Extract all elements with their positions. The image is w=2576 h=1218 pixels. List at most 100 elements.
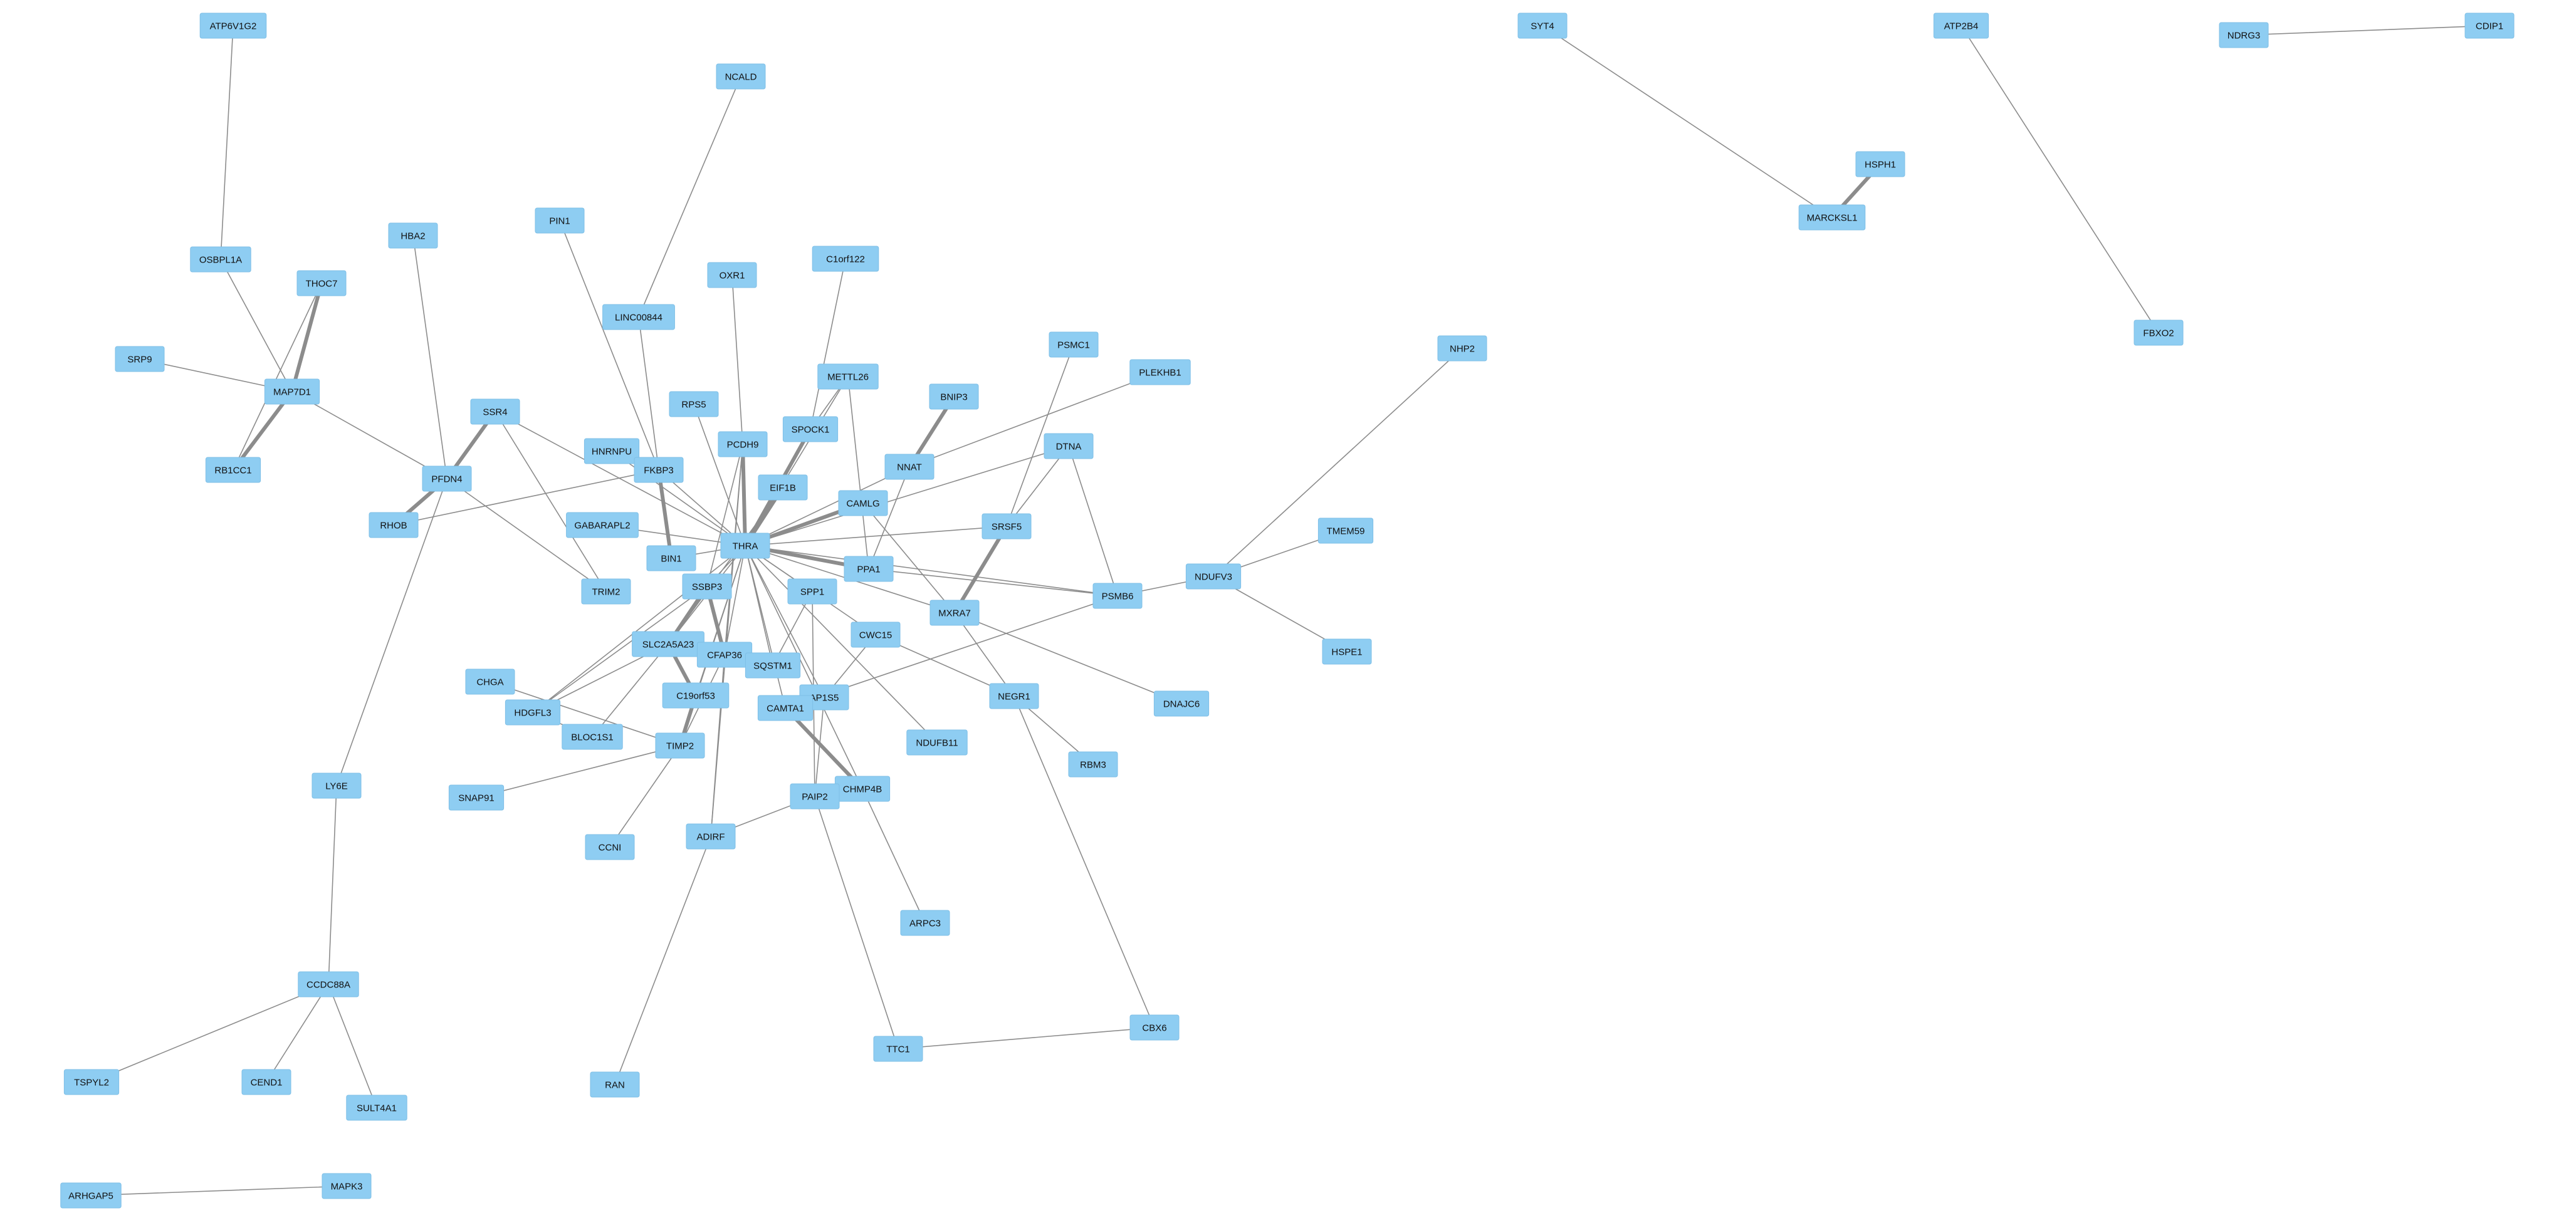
node-chmp4b[interactable]: CHMP4B [834,776,891,802]
node-box[interactable] [199,13,267,39]
node-spp1[interactable]: SPP1 [787,578,837,605]
node-camlg[interactable]: CAMLG [838,490,888,516]
node-sqstm1[interactable]: SQSTM1 [745,652,801,679]
node-c1orf122[interactable]: C1orf122 [812,246,879,272]
node-hspe1[interactable]: HSPE1 [1322,638,1372,665]
node-box[interactable] [682,573,732,600]
node-hdgfl3[interactable]: HDGFL3 [505,699,561,726]
node-box[interactable] [585,834,635,860]
node-box[interactable] [296,270,347,296]
node-box[interactable] [662,682,730,709]
node-box[interactable] [1044,433,1094,459]
node-box[interactable] [720,533,770,559]
node-paip2[interactable]: PAIP2 [790,783,840,809]
node-box[interactable] [655,732,705,759]
node-spock1[interactable]: SPOCK1 [782,416,839,442]
node-thra[interactable]: THRA [720,533,770,559]
node-box[interactable] [982,513,1032,539]
node-rbm3[interactable]: RBM3 [1068,751,1118,778]
node-plekhb1[interactable]: PLEKHB1 [1129,359,1191,385]
node-box[interactable] [2134,320,2184,346]
node-box[interactable] [505,699,561,726]
node-bloc1s1[interactable]: BLOC1S1 [562,724,623,750]
node-box[interactable] [1322,638,1372,665]
node-box[interactable] [812,246,879,272]
node-ly6e[interactable]: LY6E [312,773,362,799]
node-hnrnpu[interactable]: HNRNPU [584,438,640,464]
node-box[interactable] [716,63,766,90]
node-box[interactable] [787,578,837,605]
node-tspyl2[interactable]: TSPYL2 [63,1069,120,1095]
node-tmem59[interactable]: TMEM59 [1317,518,1374,544]
node-fbxo2[interactable]: FBXO2 [2134,320,2184,346]
node-cwc15[interactable]: CWC15 [851,622,901,648]
node-linc00844[interactable]: LINC00844 [602,304,675,330]
node-box[interactable] [535,207,585,234]
node-box[interactable] [298,971,359,997]
node-srsf5[interactable]: SRSF5 [982,513,1032,539]
node-box[interactable] [844,556,894,582]
node-ccdc88a[interactable]: CCDC88A [298,971,359,997]
node-box[interactable] [884,454,935,480]
node-map7d1[interactable]: MAP7D1 [264,378,320,405]
node-cdip1[interactable]: CDIP1 [2464,13,2515,39]
node-box[interactable] [1317,518,1374,544]
node-box[interactable] [562,724,623,750]
node-box[interactable] [757,695,814,721]
node-bnip3[interactable]: BNIP3 [929,383,979,410]
node-box[interactable] [241,1069,291,1095]
node-box[interactable] [707,262,757,288]
node-box[interactable] [669,391,719,417]
node-box[interactable] [817,363,879,390]
node-box[interactable] [851,622,901,648]
node-ppa1[interactable]: PPA1 [844,556,894,582]
node-ndufb11[interactable]: NDUFB11 [906,729,968,756]
node-mapk3[interactable]: MAPK3 [322,1173,372,1199]
node-srp9[interactable]: SRP9 [115,346,165,372]
node-box[interactable] [115,346,165,372]
node-box[interactable] [782,416,839,442]
node-nnat[interactable]: NNAT [884,454,935,480]
node-box[interactable] [264,378,320,405]
node-ssbp3[interactable]: SSBP3 [682,573,732,600]
node-mettl26[interactable]: METTL26 [817,363,879,390]
node-box[interactable] [906,729,968,756]
node-box[interactable] [1185,563,1242,590]
node-box[interactable] [465,669,515,695]
node-box[interactable] [1933,13,1989,39]
node-slc2a5a23[interactable]: SLC2A5A23 [632,631,704,657]
node-box[interactable] [602,304,675,330]
node-box[interactable] [838,490,888,516]
node-c19orf53[interactable]: C19orf53 [662,682,730,709]
node-box[interactable] [1153,690,1210,717]
node-hba2[interactable]: HBA2 [388,222,438,249]
node-box[interactable] [1068,751,1118,778]
node-camta1[interactable]: CAMTA1 [757,695,814,721]
node-trim2[interactable]: TRIM2 [581,578,631,605]
node-pfdn4[interactable]: PFDN4 [422,466,472,492]
node-arpc3[interactable]: ARPC3 [900,910,950,936]
node-thoc7[interactable]: THOC7 [296,270,347,296]
node-box[interactable] [1092,583,1143,609]
node-snap91[interactable]: SNAP91 [448,784,505,811]
node-rhob[interactable]: RHOB [369,512,419,538]
node-box[interactable] [346,1095,407,1121]
node-box[interactable] [60,1182,122,1209]
node-box[interactable] [989,683,1039,709]
node-pin1[interactable]: PIN1 [535,207,585,234]
node-gabarapl2[interactable]: GABARAPL2 [566,512,639,538]
node-bin1[interactable]: BIN1 [646,545,696,571]
node-rb1cc1[interactable]: RB1CC1 [205,457,261,483]
node-box[interactable] [2464,13,2515,39]
node-ncald[interactable]: NCALD [716,63,766,90]
node-box[interactable] [312,773,362,799]
node-nhp2[interactable]: NHP2 [1437,335,1487,362]
node-box[interactable] [646,545,696,571]
node-atp6v1g2[interactable]: ATP6V1G2 [199,13,267,39]
node-ccni[interactable]: CCNI [585,834,635,860]
node-psmc1[interactable]: PSMC1 [1049,331,1099,358]
node-box[interactable] [422,466,472,492]
node-box[interactable] [369,512,419,538]
node-box[interactable] [63,1069,120,1095]
node-box[interactable] [2219,22,2269,48]
